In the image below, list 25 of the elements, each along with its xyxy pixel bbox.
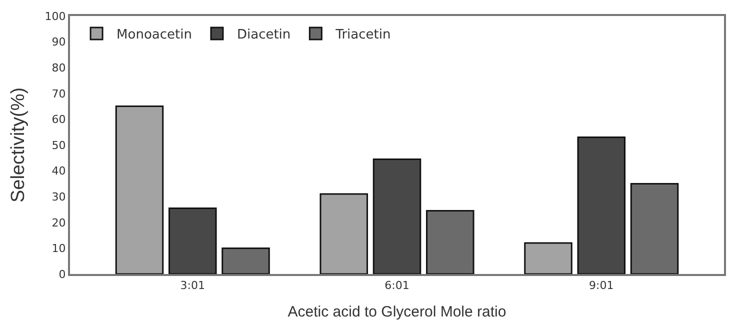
y-tick-label: 100 (44, 10, 66, 23)
y-tick-label: 50 (52, 138, 66, 152)
bar (524, 242, 572, 274)
y-tick-label: 10 (52, 242, 66, 256)
bar (115, 106, 164, 274)
bar (372, 158, 422, 274)
legend-label: Diacetin (236, 28, 291, 43)
y-tick-label: 0 (58, 268, 66, 281)
x-axis-title: Acetic acid to Glycerol Mole ratio (288, 304, 506, 321)
y-tick-label: 80 (52, 61, 66, 74)
y-tick-label: 20 (52, 216, 66, 230)
y-axis-title: Selectivity(%) (8, 87, 30, 203)
y-tick-label: 60 (52, 113, 66, 126)
legend-label: Triacetin (334, 28, 391, 43)
bar (168, 207, 217, 274)
bar (320, 193, 368, 274)
x-tick-label: 6:01 (384, 279, 410, 292)
legend-label: Monoacetin (116, 28, 192, 43)
y-tick-label: 90 (52, 36, 66, 49)
x-tick-label: 3:01 (180, 279, 205, 292)
y-tick-label: 70 (52, 87, 66, 100)
y-tick-label: 40 (52, 164, 66, 178)
y-tick-label: 30 (52, 190, 66, 204)
bar (577, 136, 626, 274)
x-tick-label: 9:01 (589, 279, 614, 292)
